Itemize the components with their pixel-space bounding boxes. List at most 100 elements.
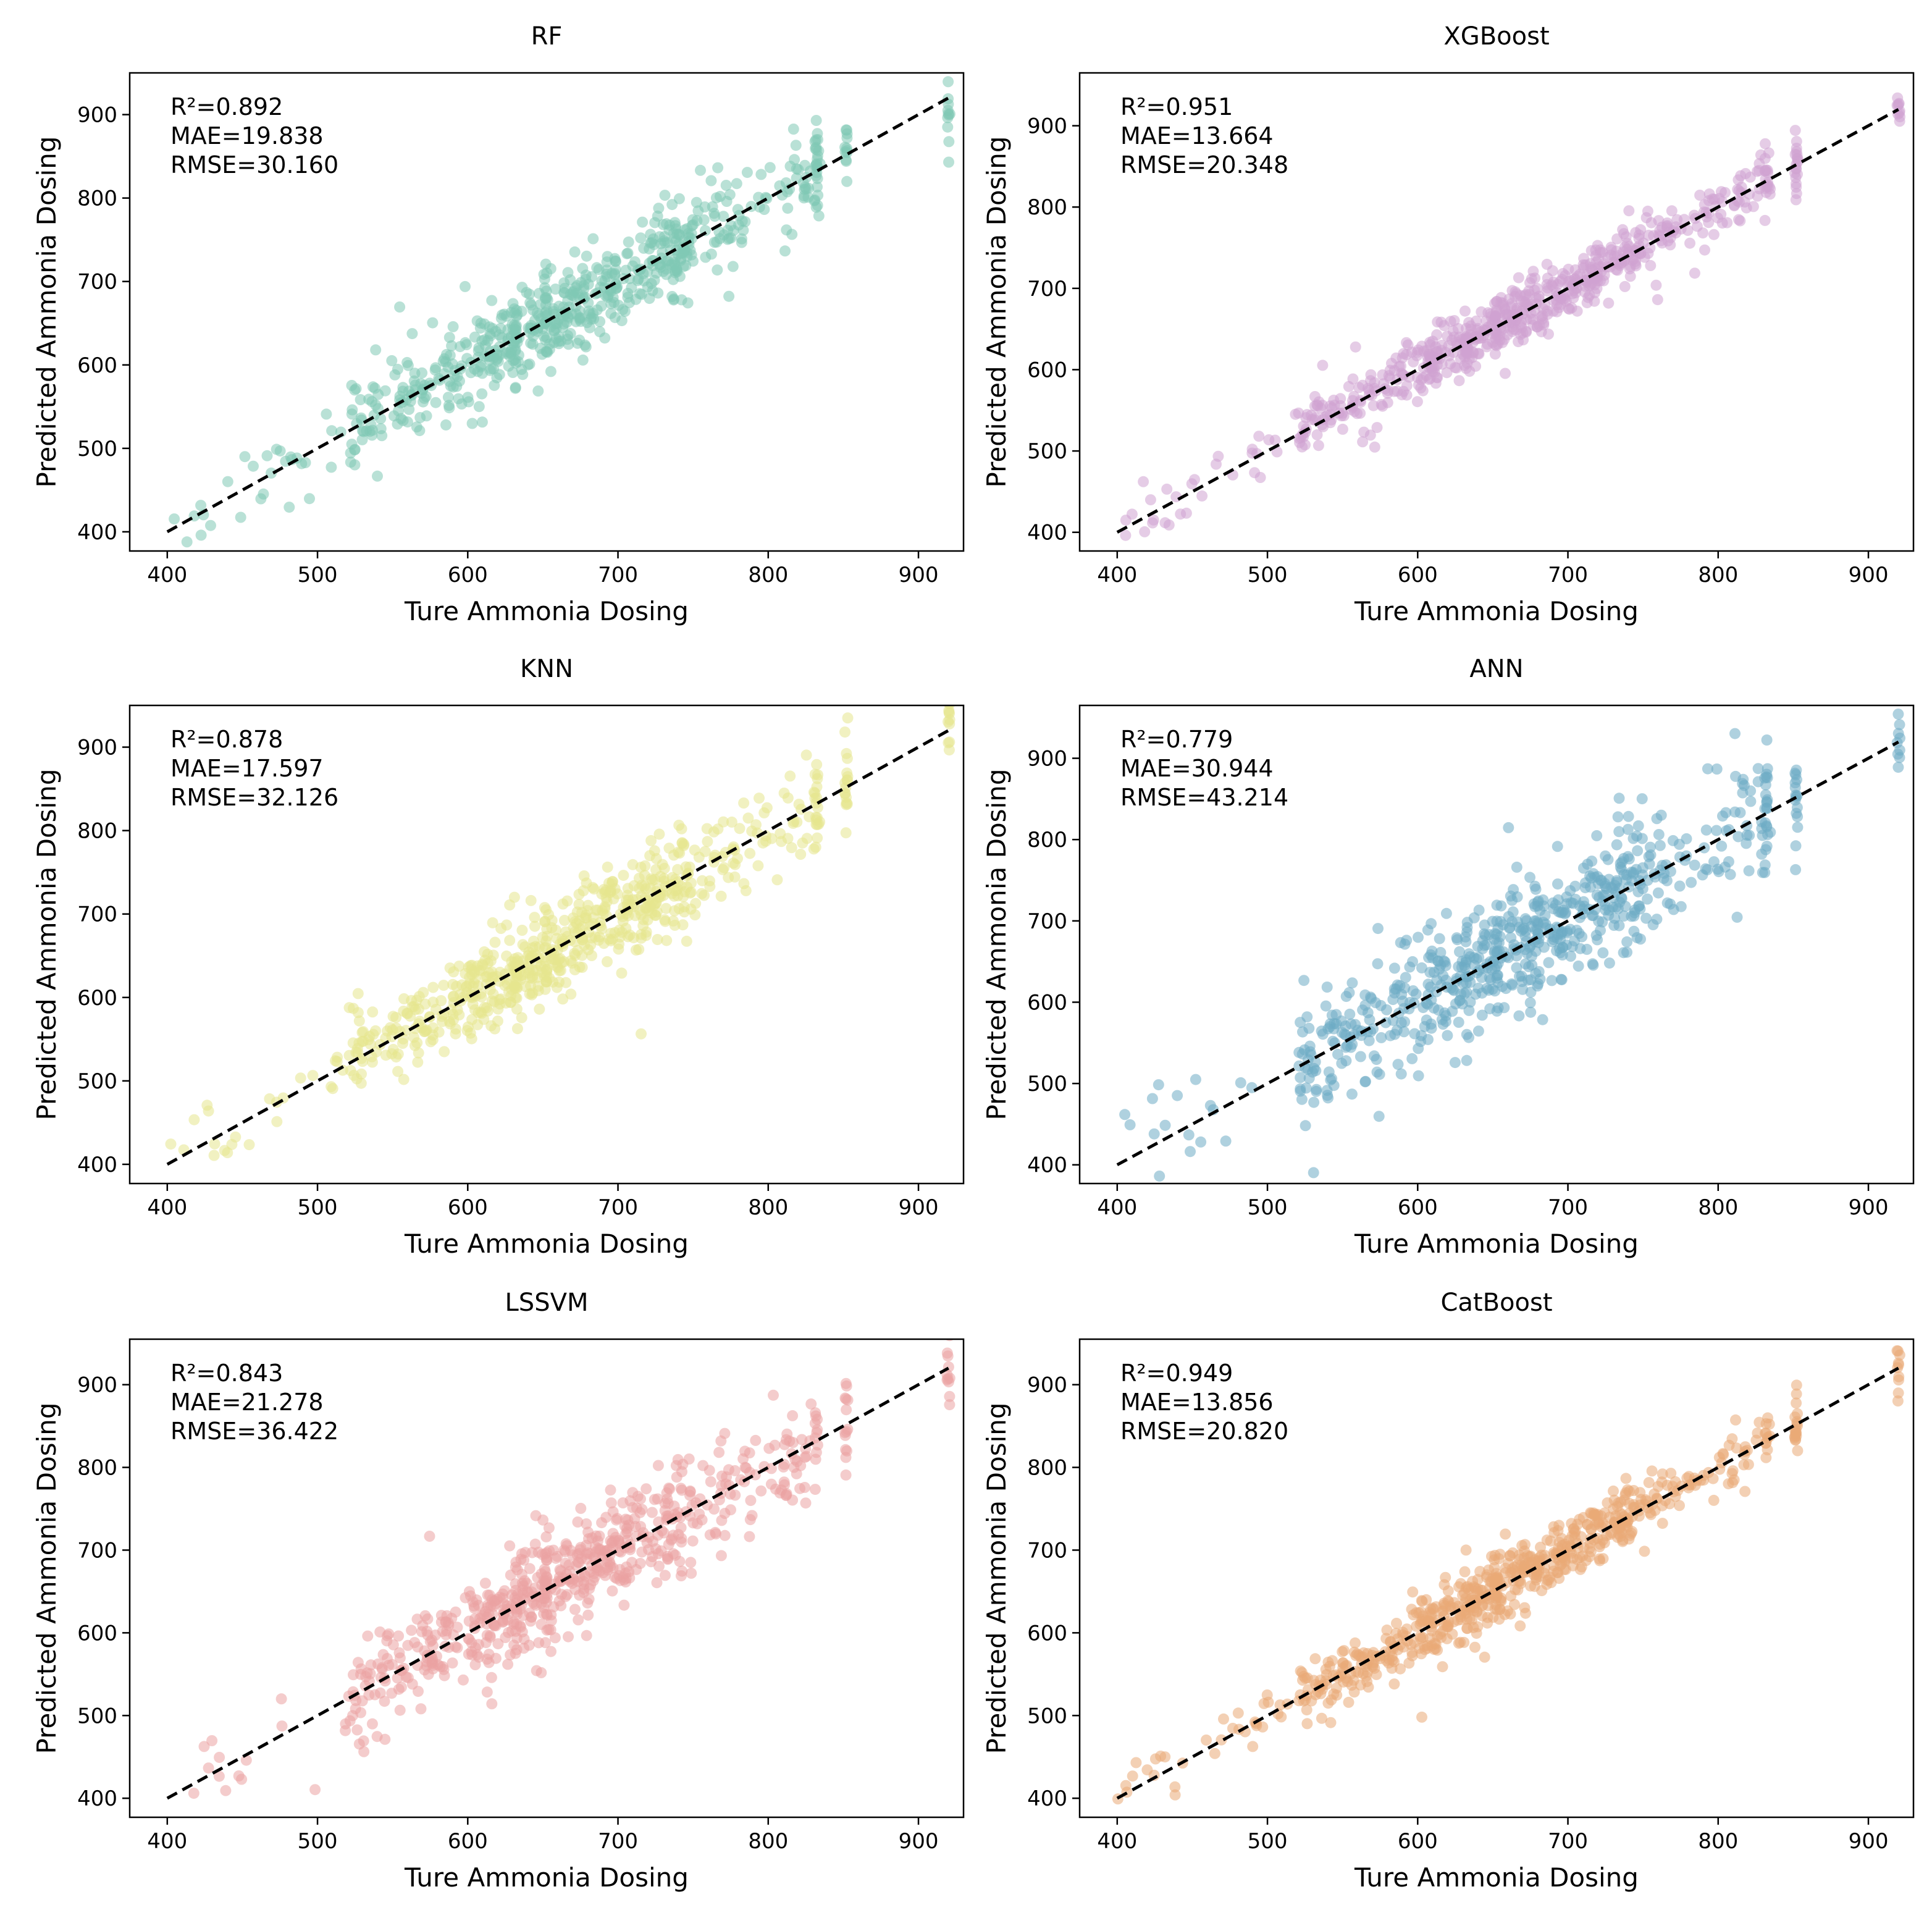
data-point bbox=[712, 264, 723, 276]
data-point bbox=[750, 1434, 762, 1446]
data-point bbox=[944, 108, 956, 120]
data-point bbox=[1144, 494, 1156, 506]
data-point bbox=[517, 939, 529, 951]
data-point bbox=[427, 1034, 439, 1046]
data-point bbox=[685, 1557, 697, 1568]
data-point bbox=[647, 1551, 658, 1562]
data-point bbox=[550, 318, 561, 330]
data-point bbox=[587, 881, 598, 893]
data-point bbox=[443, 1016, 455, 1027]
data-point bbox=[600, 290, 611, 301]
data-point bbox=[188, 1788, 200, 1799]
data-point bbox=[523, 962, 534, 974]
data-point bbox=[808, 195, 820, 206]
data-point bbox=[660, 263, 672, 275]
data-point bbox=[1472, 1025, 1484, 1037]
x-tick-label: 800 bbox=[748, 1829, 788, 1854]
data-point bbox=[676, 823, 687, 835]
data-point bbox=[447, 1657, 458, 1669]
data-point bbox=[539, 273, 550, 285]
x-tick-label: 800 bbox=[1698, 1195, 1738, 1220]
data-point bbox=[1612, 902, 1624, 914]
metric-annotation: R²=0.949 bbox=[1120, 1360, 1233, 1387]
data-point bbox=[659, 1570, 671, 1581]
y-axis-label: Predicted Ammonia Dosing bbox=[32, 1402, 62, 1754]
data-point bbox=[943, 686, 954, 697]
data-point bbox=[746, 1510, 758, 1521]
panel-ann: 400 500 600 700 800 900 400 500 600 700 800 900 ANN T… bbox=[981, 655, 1915, 1259]
data-point bbox=[1460, 305, 1471, 317]
data-point bbox=[1409, 1028, 1421, 1040]
data-point bbox=[516, 282, 528, 293]
data-point bbox=[736, 237, 747, 248]
data-point bbox=[1741, 838, 1752, 849]
data-point bbox=[1332, 1048, 1343, 1060]
data-point bbox=[687, 1535, 699, 1547]
data-point bbox=[1892, 728, 1904, 739]
data-point bbox=[435, 995, 447, 1006]
data-point bbox=[284, 502, 295, 513]
data-point bbox=[1597, 889, 1609, 901]
data-point bbox=[1763, 1418, 1775, 1430]
data-point bbox=[438, 980, 450, 991]
data-point bbox=[1367, 1023, 1379, 1035]
data-point bbox=[340, 1718, 351, 1730]
scatter-points bbox=[1119, 709, 1905, 1182]
data-point bbox=[397, 1038, 408, 1049]
data-point bbox=[539, 942, 550, 954]
data-point bbox=[352, 988, 364, 999]
data-point bbox=[681, 935, 692, 947]
data-point bbox=[1626, 1526, 1638, 1537]
data-point bbox=[486, 295, 498, 306]
data-point bbox=[343, 1049, 355, 1061]
data-point bbox=[1343, 1696, 1354, 1708]
data-point bbox=[1426, 918, 1437, 930]
data-point bbox=[1752, 776, 1764, 788]
data-point bbox=[1415, 1606, 1427, 1618]
data-point bbox=[1653, 829, 1665, 840]
data-point bbox=[472, 1019, 484, 1030]
data-point bbox=[1603, 904, 1615, 916]
data-point bbox=[1390, 983, 1402, 995]
data-point bbox=[1469, 959, 1480, 971]
x-tick-label: 700 bbox=[598, 563, 638, 587]
data-point bbox=[582, 1526, 594, 1538]
data-point bbox=[1232, 1707, 1244, 1719]
data-point bbox=[1416, 962, 1427, 974]
data-point bbox=[1513, 1554, 1525, 1565]
data-point bbox=[1649, 1505, 1661, 1516]
data-point bbox=[1212, 450, 1224, 462]
data-point bbox=[574, 312, 586, 324]
data-point bbox=[213, 1770, 225, 1782]
data-point bbox=[782, 203, 794, 214]
data-point bbox=[1586, 856, 1598, 867]
data-point bbox=[304, 493, 315, 505]
data-point bbox=[540, 1531, 552, 1542]
x-tick-label: 900 bbox=[1849, 1195, 1889, 1220]
data-point bbox=[374, 1687, 386, 1699]
data-point bbox=[1372, 923, 1384, 935]
chart-title: XGBoost bbox=[1443, 22, 1549, 51]
data-point bbox=[1376, 1032, 1387, 1043]
data-point bbox=[585, 313, 597, 325]
data-point bbox=[657, 859, 668, 870]
data-point bbox=[1495, 1595, 1507, 1607]
data-point bbox=[356, 1036, 368, 1048]
data-point bbox=[1636, 793, 1648, 805]
data-point bbox=[812, 769, 823, 781]
y-tick-label: 600 bbox=[77, 1621, 117, 1646]
data-point bbox=[414, 425, 426, 437]
data-point bbox=[613, 300, 624, 311]
data-point bbox=[636, 1028, 647, 1040]
data-point bbox=[1745, 796, 1757, 807]
data-point bbox=[629, 1521, 641, 1533]
data-point bbox=[418, 986, 429, 998]
data-point bbox=[1791, 807, 1802, 819]
data-point bbox=[738, 797, 750, 809]
x-tick-label: 500 bbox=[298, 563, 338, 587]
data-point bbox=[607, 1585, 618, 1597]
data-point bbox=[646, 237, 658, 248]
data-point bbox=[1892, 1345, 1904, 1357]
data-point bbox=[1509, 290, 1521, 302]
data-point bbox=[406, 1625, 418, 1636]
